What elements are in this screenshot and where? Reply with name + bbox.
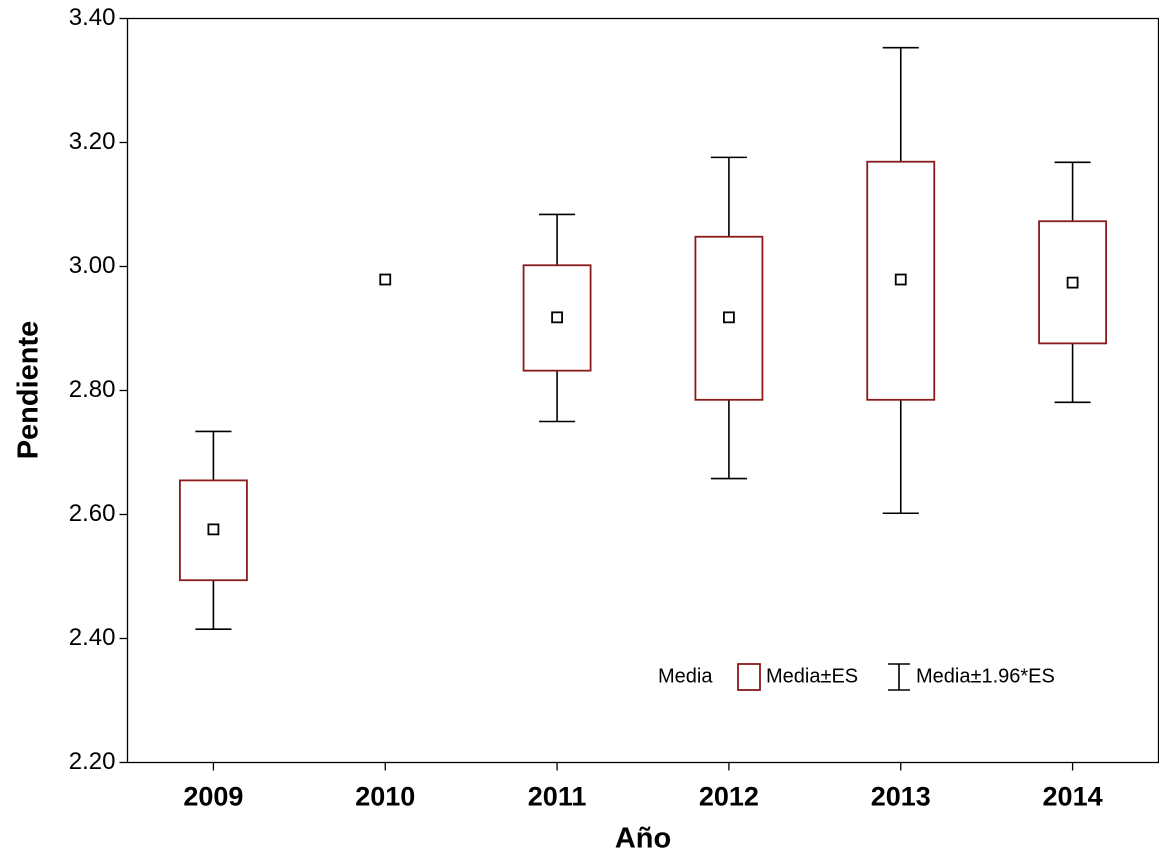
x-tick-label: 2012 bbox=[699, 782, 759, 812]
se-box bbox=[866, 160, 936, 401]
mean-marker bbox=[894, 273, 907, 286]
x-tick-label: 2011 bbox=[528, 782, 587, 812]
legend-label: Media±1.96*ES bbox=[916, 665, 1055, 687]
y-tick-label: 2.60 bbox=[69, 500, 116, 527]
y-tick-label: 2.80 bbox=[69, 376, 116, 403]
y-tick-label: 2.20 bbox=[69, 748, 116, 775]
legend-box-icon bbox=[737, 663, 761, 691]
mean-marker bbox=[207, 523, 220, 536]
y-tick-label: 2.40 bbox=[69, 624, 116, 651]
legend-label: Media bbox=[658, 665, 713, 687]
x-tick-label: 2010 bbox=[355, 782, 415, 812]
legend-whisker-icon bbox=[888, 663, 910, 691]
x-axis-title: Año bbox=[615, 823, 671, 855]
mean-marker bbox=[379, 273, 392, 286]
x-tick-label: 2014 bbox=[1043, 782, 1103, 812]
y-axis-title: Pendiente bbox=[13, 321, 45, 460]
mean-marker bbox=[1066, 276, 1079, 289]
legend-label: Media±ES bbox=[766, 665, 858, 687]
y-tick-label: 3.20 bbox=[69, 128, 116, 155]
mean-marker bbox=[723, 311, 735, 324]
x-tick-label: 2013 bbox=[871, 782, 931, 812]
plot-frame bbox=[126, 17, 1159, 764]
y-tick-label: 3.40 bbox=[69, 4, 116, 31]
y-tick-label: 3.00 bbox=[69, 252, 116, 279]
x-tick-label: 2009 bbox=[183, 782, 243, 812]
mean-marker bbox=[551, 311, 563, 324]
